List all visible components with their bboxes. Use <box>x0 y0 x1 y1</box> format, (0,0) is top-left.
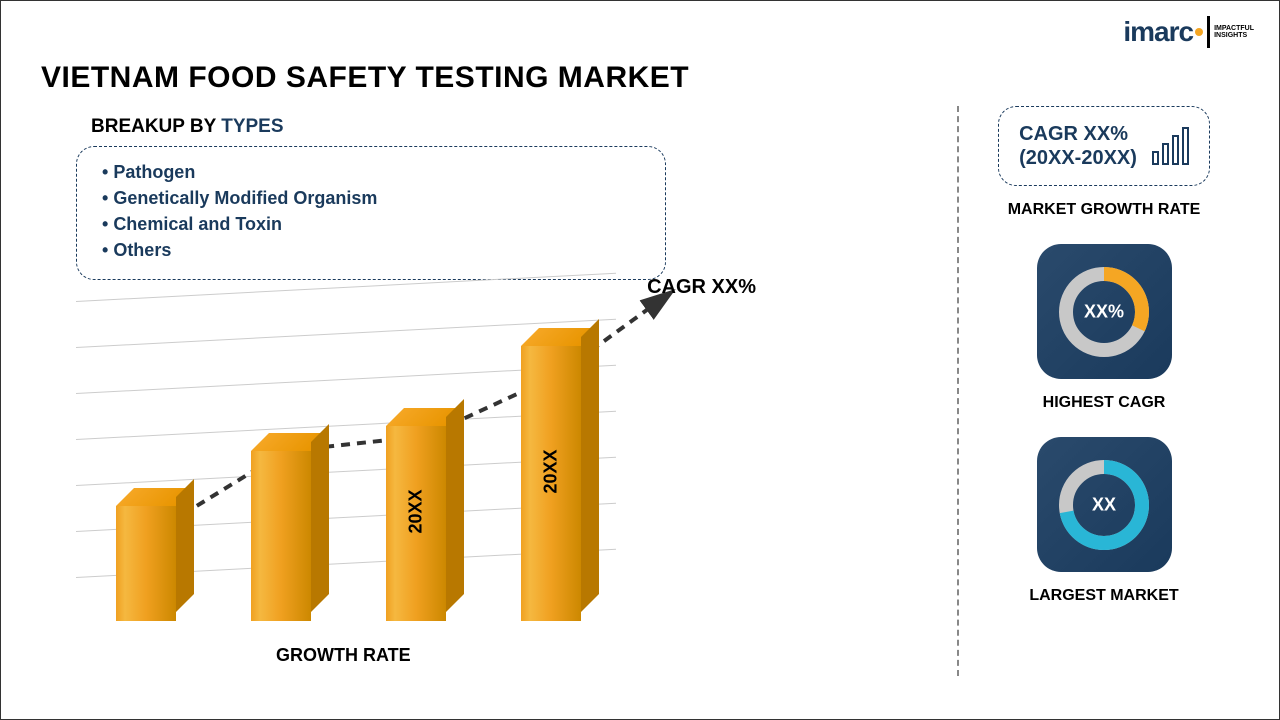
bars: 20XX 20XX <box>116 328 581 621</box>
list-item: Others <box>102 237 640 263</box>
bar <box>251 433 311 621</box>
bars-icon <box>1152 127 1189 165</box>
market-growth-label: MARKET GROWTH RATE <box>1008 201 1201 219</box>
logo-brand: imarc <box>1123 16 1193 48</box>
list-item: Genetically Modified Organism <box>102 185 640 211</box>
donut-2: XX <box>1054 455 1154 555</box>
largest-market-tile: XX <box>1037 437 1172 572</box>
list-item: Chemical and Toxin <box>102 211 640 237</box>
bar: 20XX <box>521 328 581 621</box>
donut-1: XX% <box>1054 262 1154 362</box>
growth-chart: CAGR XX% 20XX20XX GROWTH RATE <box>76 301 706 671</box>
logo-dot <box>1195 28 1203 36</box>
subtitle: BREAKUP BY TYPES <box>91 116 284 138</box>
highest-cagr-tile: XX% <box>1037 244 1172 379</box>
logo: imarc IMPACTFUL INSIGHTS <box>1123 16 1254 48</box>
cagr-label: CAGR XX% <box>647 276 756 299</box>
types-box: Pathogen Genetically Modified Organism C… <box>76 146 666 280</box>
cagr-text: CAGR XX% (20XX-20XX) <box>1019 122 1137 170</box>
bar: 20XX <box>386 408 446 621</box>
highest-cagr-label: HIGHEST CAGR <box>1043 394 1166 412</box>
logo-tagline: IMPACTFUL INSIGHTS <box>1214 25 1254 39</box>
side-panel: CAGR XX% (20XX-20XX) MARKET GROWTH RATE … <box>969 106 1239 605</box>
list-item: Pathogen <box>102 159 640 185</box>
largest-market-label: LARGEST MARKET <box>1029 587 1178 605</box>
cagr-box: CAGR XX% (20XX-20XX) <box>998 106 1210 186</box>
x-axis-label: GROWTH RATE <box>276 645 411 666</box>
bar <box>116 488 176 621</box>
page-title: VIETNAM FOOD SAFETY TESTING MARKET <box>41 61 689 95</box>
types-list: Pathogen Genetically Modified Organism C… <box>102 159 640 263</box>
divider <box>957 106 959 676</box>
logo-divider <box>1207 16 1210 48</box>
